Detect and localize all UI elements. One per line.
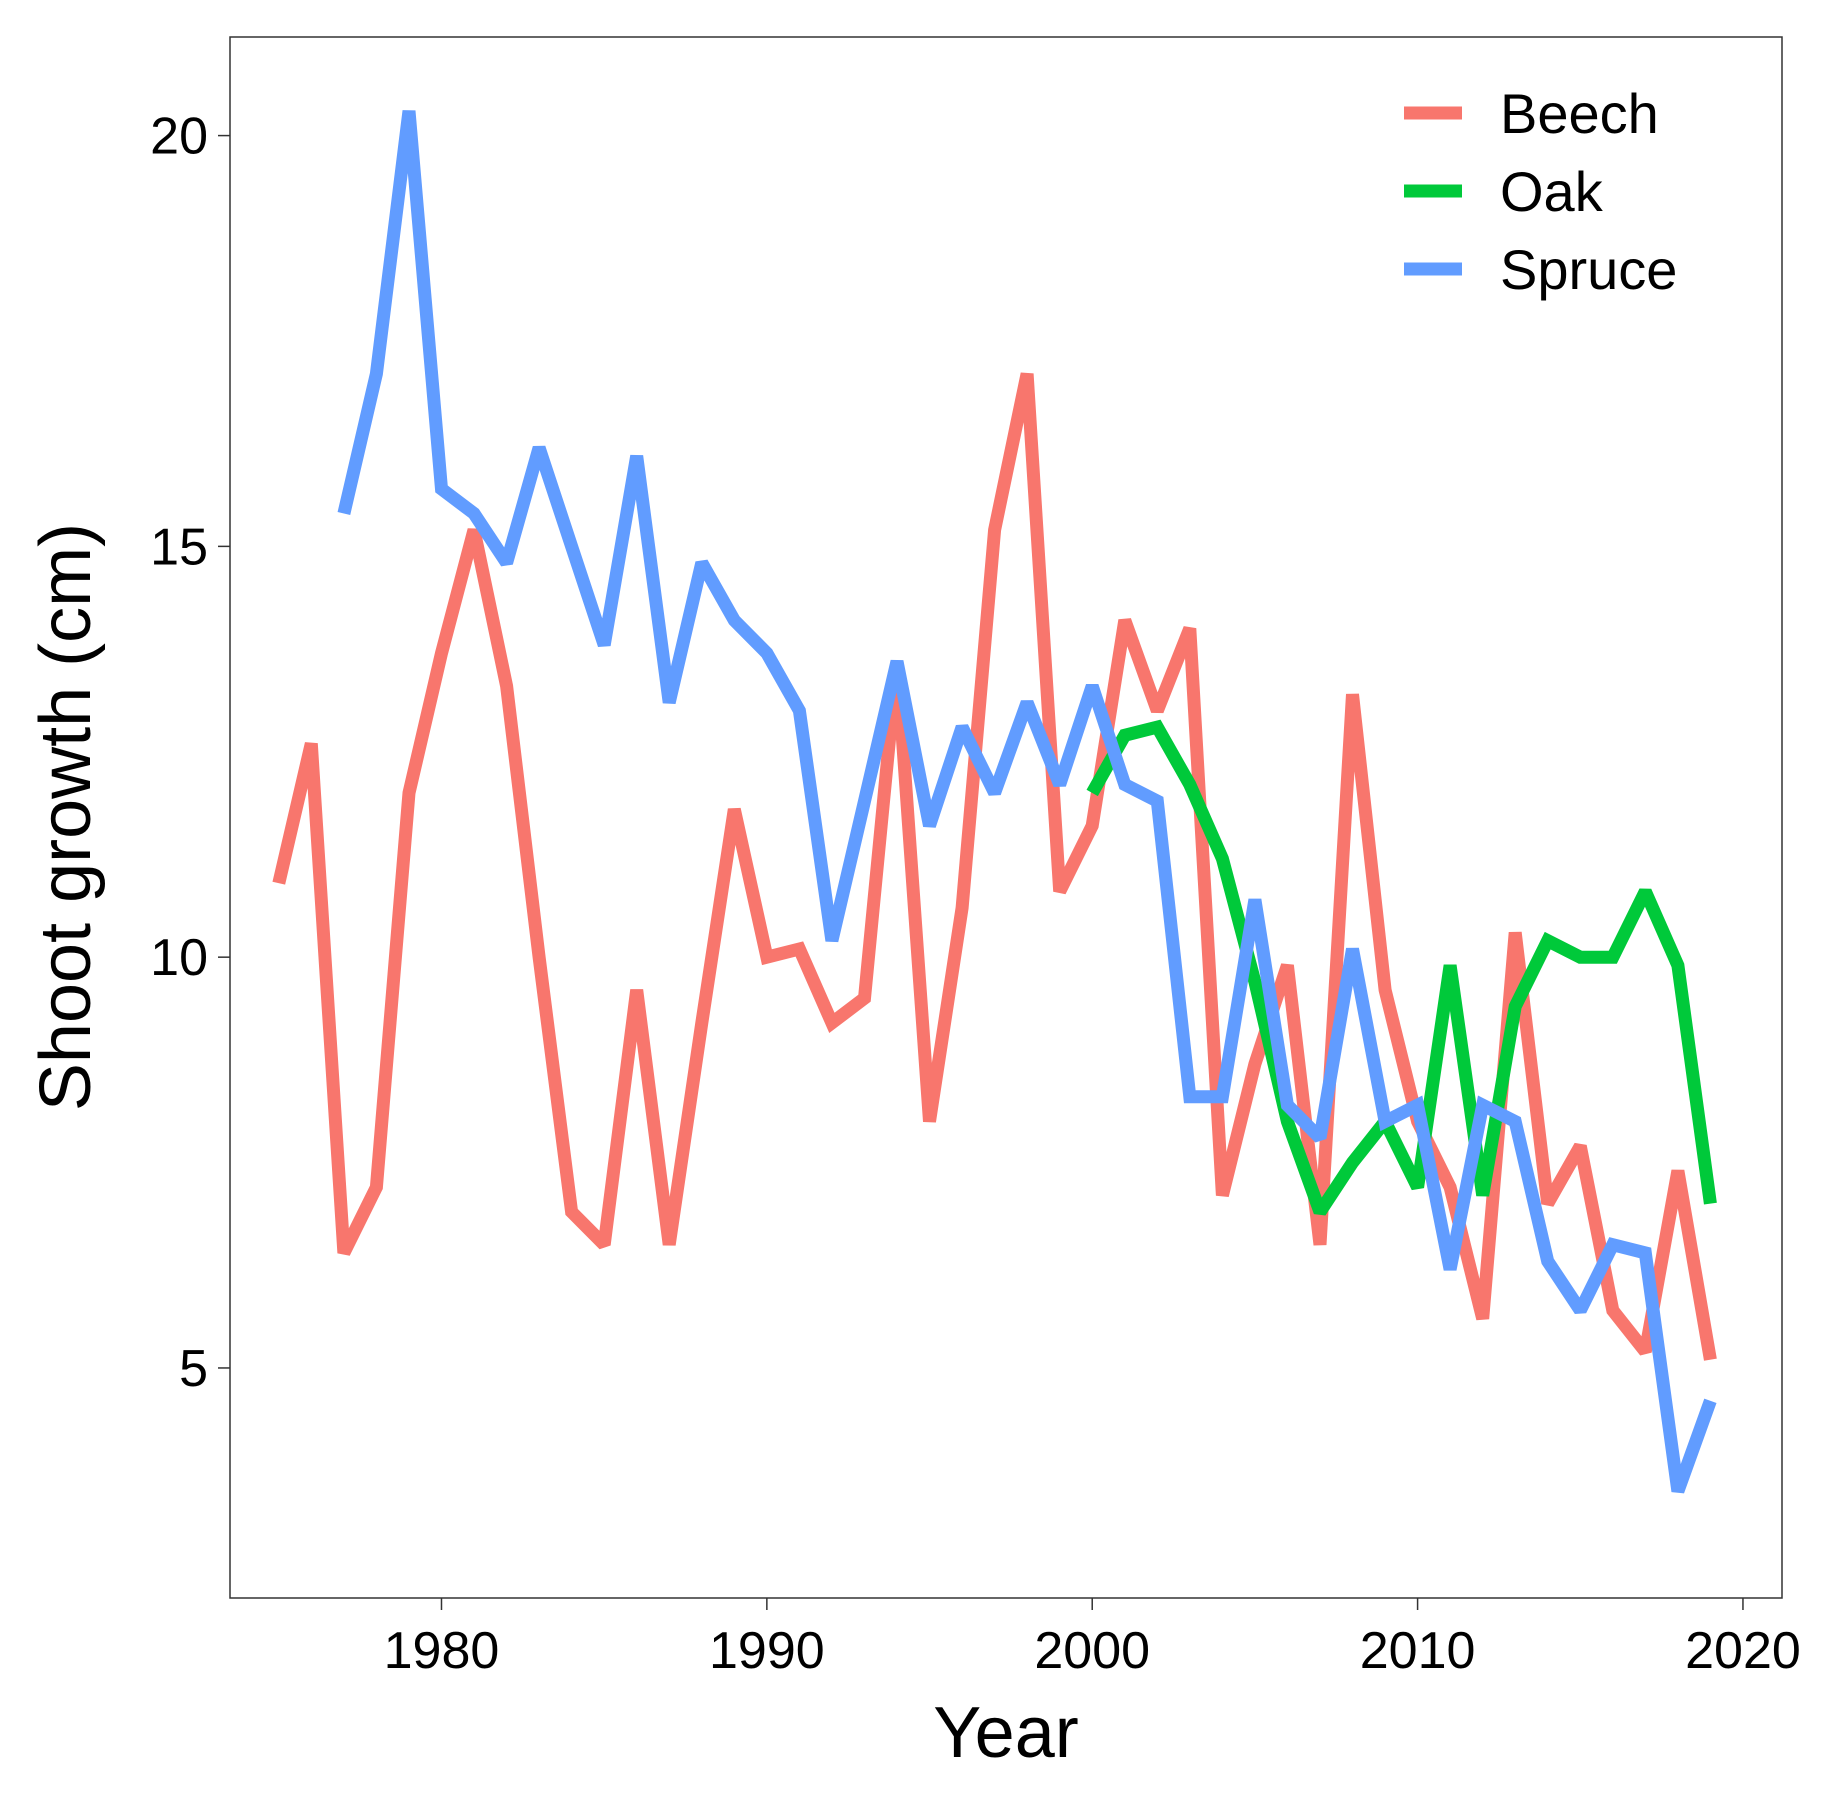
x-tick-label: 1990 [709, 1622, 825, 1680]
x-tick-label: 2000 [1034, 1622, 1150, 1680]
series-lines [272, 110, 1717, 1494]
x-axis-title: Year [933, 1693, 1078, 1773]
x-axis: 1980 1990 2000 2010 2020 [384, 1598, 1801, 1680]
x-tick-label: 1980 [384, 1622, 500, 1680]
y-tick-label: 20 [150, 108, 208, 166]
legend-label-spruce: Spruce [1500, 238, 1677, 301]
series-line-beech [272, 372, 1717, 1361]
x-tick-label: 2010 [1360, 1622, 1476, 1680]
y-tick-label: 5 [179, 1340, 208, 1398]
x-tick-label: 2020 [1685, 1622, 1801, 1680]
legend: Beech Oak Spruce [1404, 82, 1677, 301]
legend-label-oak: Oak [1500, 160, 1604, 223]
y-tick-label: 10 [150, 929, 208, 987]
plot-frame [229, 36, 1783, 1599]
y-tick-label: 15 [150, 518, 208, 576]
y-axis-title: Shoot growth (cm) [26, 523, 106, 1111]
series-line-spruce [337, 110, 1717, 1494]
legend-label-beech: Beech [1500, 82, 1659, 145]
series-line-oak [1086, 719, 1717, 1216]
y-axis: 5 10 15 20 [150, 108, 230, 1398]
